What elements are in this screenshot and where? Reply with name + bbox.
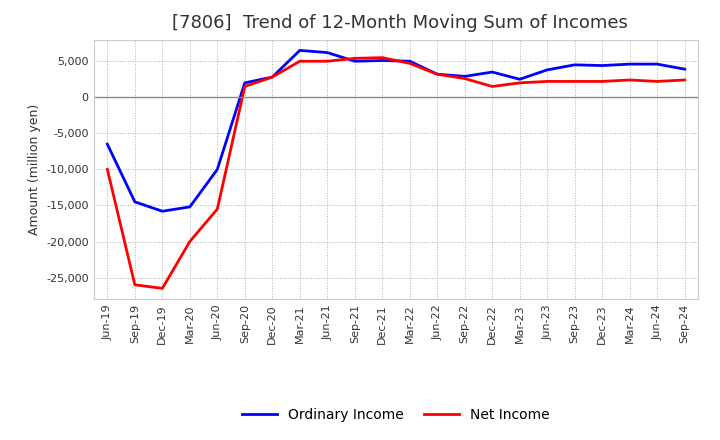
Net Income xyxy=(516,80,524,85)
Ordinary Income xyxy=(103,142,112,147)
Net Income xyxy=(626,77,634,83)
Text: [7806]  Trend of 12-Month Moving Sum of Incomes: [7806] Trend of 12-Month Moving Sum of I… xyxy=(172,15,628,33)
Ordinary Income xyxy=(543,67,552,73)
Ordinary Income xyxy=(323,50,332,55)
Net Income xyxy=(570,79,579,84)
Net Income xyxy=(103,167,112,172)
Ordinary Income xyxy=(488,70,497,75)
Ordinary Income xyxy=(433,72,441,77)
Net Income xyxy=(351,56,359,61)
Net Income xyxy=(213,206,222,212)
Net Income xyxy=(240,84,249,89)
Net Income xyxy=(323,59,332,64)
Ordinary Income xyxy=(213,167,222,172)
Net Income xyxy=(598,79,606,84)
Ordinary Income xyxy=(405,59,414,64)
Net Income xyxy=(680,77,689,83)
Ordinary Income xyxy=(516,77,524,82)
Net Income xyxy=(186,239,194,244)
Net Income xyxy=(295,59,304,64)
Ordinary Income xyxy=(680,66,689,72)
Net Income xyxy=(378,55,387,60)
Net Income xyxy=(130,282,139,287)
Ordinary Income xyxy=(268,74,276,80)
Net Income xyxy=(543,79,552,84)
Legend: Ordinary Income, Net Income: Ordinary Income, Net Income xyxy=(236,402,556,427)
Ordinary Income xyxy=(378,58,387,63)
Net Income xyxy=(405,61,414,66)
Net Income xyxy=(433,72,441,77)
Net Income xyxy=(653,79,662,84)
Net Income xyxy=(488,84,497,89)
Ordinary Income xyxy=(460,74,469,79)
Ordinary Income xyxy=(626,62,634,67)
Ordinary Income xyxy=(186,204,194,209)
Line: Net Income: Net Income xyxy=(107,58,685,288)
Ordinary Income xyxy=(351,59,359,64)
Net Income xyxy=(460,76,469,81)
Ordinary Income xyxy=(570,62,579,67)
Ordinary Income xyxy=(295,48,304,53)
Y-axis label: Amount (million yen): Amount (million yen) xyxy=(27,104,40,235)
Ordinary Income xyxy=(598,63,606,68)
Ordinary Income xyxy=(653,62,662,67)
Net Income xyxy=(268,74,276,80)
Ordinary Income xyxy=(130,199,139,205)
Ordinary Income xyxy=(240,80,249,85)
Ordinary Income xyxy=(158,209,166,214)
Net Income xyxy=(158,286,166,291)
Line: Ordinary Income: Ordinary Income xyxy=(107,51,685,211)
